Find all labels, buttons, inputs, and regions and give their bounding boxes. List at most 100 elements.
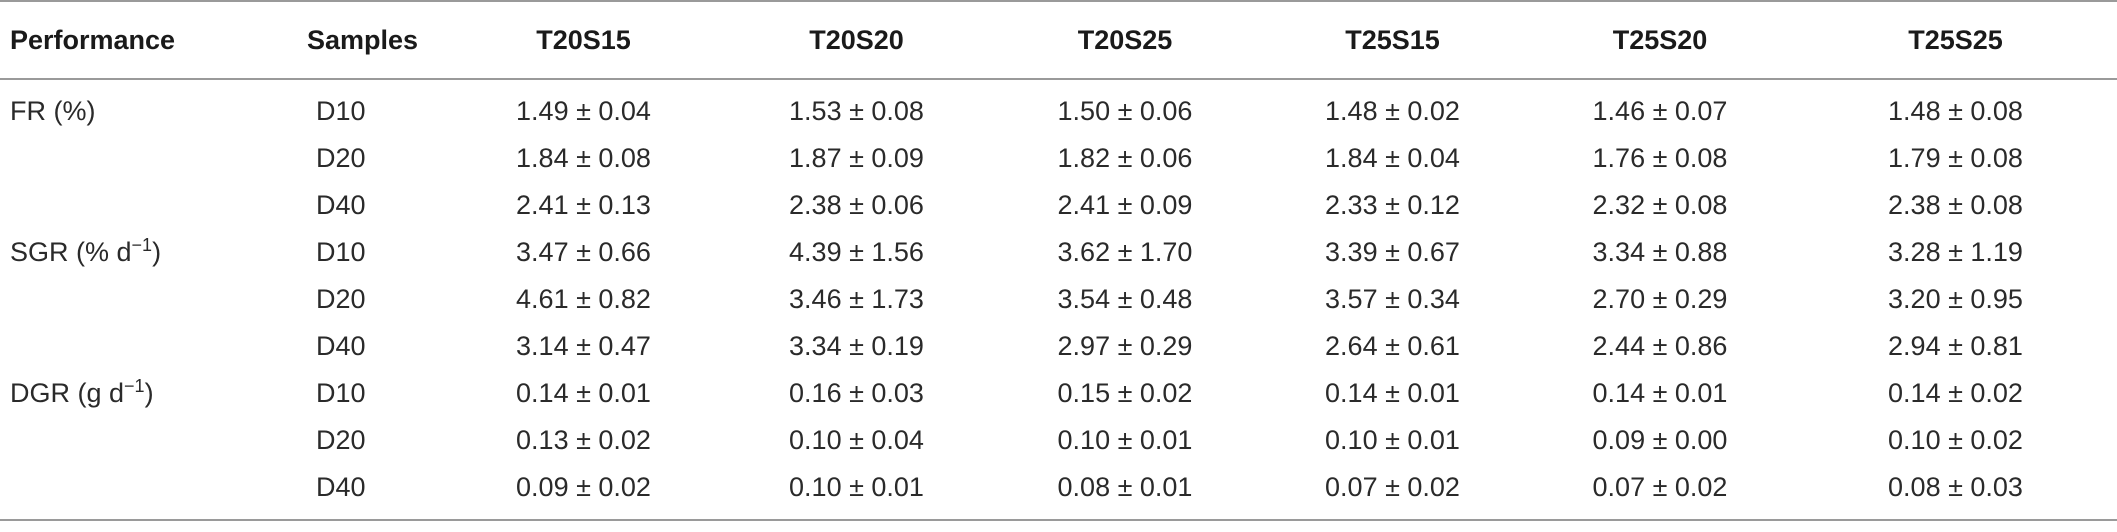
header-t25s15: T25S15: [1345, 24, 1440, 55]
value-cell: 3.39 ± 0.67: [1325, 237, 1460, 267]
value-cell: 3.34 ± 0.88: [1592, 237, 1728, 267]
value-cell: 3.57 ± 0.34: [1325, 284, 1460, 314]
table-row: FR (%) D10 1.49 ± 0.04 1.53 ± 0.08 1.50 ± 0.…: [0, 79, 2117, 135]
value-cell: 2.38 ± 0.08: [1888, 190, 2023, 220]
value-cell: 1.84 ± 0.08: [516, 143, 651, 173]
sample-cell: D40: [316, 190, 366, 220]
header-t20s15: T20S15: [536, 24, 631, 55]
performance-table: Performance Samples T20S15 T20S20 T20S25…: [0, 1, 2117, 520]
value-cell: 1.87 ± 0.09: [789, 143, 924, 173]
value-cell: 0.09 ± 0.00: [1592, 425, 1728, 455]
value-cell: 2.33 ± 0.12: [1325, 190, 1460, 220]
performance-cell: [0, 135, 280, 182]
header-performance: Performance: [10, 24, 176, 55]
value-cell: 3.46 ± 1.73: [789, 284, 924, 314]
value-cell: 1.49 ± 0.04: [516, 96, 651, 126]
sample-cell: D10: [316, 96, 366, 126]
table-row: SGR (% d−1) D10 3.47 ± 0.66 4.39 ± 1.56 3.62…: [0, 229, 2117, 276]
sample-cell: D10: [316, 237, 366, 267]
sample-cell: D40: [316, 472, 366, 502]
performance-cell: [0, 417, 280, 464]
performance-cell: [0, 182, 280, 229]
performance-cell: SGR (% d−1): [0, 229, 280, 276]
value-cell: 2.32 ± 0.08: [1592, 190, 1728, 220]
table-row: D20 1.84 ± 0.08 1.87 ± 0.09 1.82 ± 0.06 1.84…: [0, 135, 2117, 182]
table-row: D20 4.61 ± 0.82 3.46 ± 1.73 3.54 ± 0.48 3.57…: [0, 276, 2117, 323]
value-cell: 2.44 ± 0.86: [1592, 331, 1728, 361]
value-cell: 3.34 ± 0.19: [789, 331, 924, 361]
performance-cell: DGR (g d−1): [0, 370, 280, 417]
sample-cell: D10: [316, 378, 366, 408]
value-cell: 2.94 ± 0.81: [1888, 331, 2023, 361]
value-cell: 3.28 ± 1.19: [1888, 237, 2023, 267]
value-cell: 0.16 ± 0.03: [789, 378, 924, 408]
value-cell: 1.82 ± 0.06: [1057, 143, 1193, 173]
table-row: D40 2.41 ± 0.13 2.38 ± 0.06 2.41 ± 0.09 2.33…: [0, 182, 2117, 229]
value-cell: 2.38 ± 0.06: [789, 190, 924, 220]
performance-label: DGR (g d: [10, 378, 125, 408]
header-samples: Samples: [306, 24, 419, 55]
sample-cell: D20: [316, 284, 366, 314]
value-cell: 2.70 ± 0.29: [1592, 284, 1728, 314]
value-cell: 0.08 ± 0.01: [1057, 472, 1193, 502]
value-cell: 0.10 ± 0.01: [789, 472, 924, 502]
value-cell: 1.50 ± 0.06: [1057, 96, 1193, 126]
value-cell: 3.62 ± 1.70: [1057, 237, 1193, 267]
performance-label-suffix: ): [144, 378, 154, 408]
value-cell: 2.97 ± 0.29: [1057, 331, 1193, 361]
value-cell: 0.14 ± 0.01: [1325, 378, 1460, 408]
value-cell: 1.76 ± 0.08: [1592, 143, 1728, 173]
performance-label-suffix: ): [152, 237, 162, 267]
value-cell: 0.13 ± 0.02: [516, 425, 651, 455]
value-cell: 1.84 ± 0.04: [1325, 143, 1460, 173]
value-cell: 0.09 ± 0.02: [516, 472, 651, 502]
table-body: FR (%) D10 1.49 ± 0.04 1.53 ± 0.08 1.50 ± 0.…: [0, 79, 2117, 520]
value-cell: 1.46 ± 0.07: [1592, 96, 1728, 126]
header-t25s20: T25S20: [1612, 24, 1708, 55]
performance-cell: FR (%): [0, 79, 280, 135]
value-cell: 1.79 ± 0.08: [1888, 143, 2023, 173]
value-cell: 2.41 ± 0.13: [516, 190, 651, 220]
performance-unit-exponent: −1: [131, 235, 153, 255]
value-cell: 0.10 ± 0.01: [1325, 425, 1460, 455]
performance-cell: [0, 464, 280, 520]
sample-cell: D20: [316, 425, 366, 455]
value-cell: 0.07 ± 0.02: [1325, 472, 1460, 502]
value-cell: 0.14 ± 0.01: [516, 378, 651, 408]
value-cell: 4.61 ± 0.82: [516, 284, 651, 314]
value-cell: 1.53 ± 0.08: [789, 96, 924, 126]
value-cell: 2.41 ± 0.09: [1057, 190, 1193, 220]
table-row: D20 0.13 ± 0.02 0.10 ± 0.04 0.10 ± 0.01 0.10…: [0, 417, 2117, 464]
value-cell: 1.48 ± 0.08: [1888, 96, 2023, 126]
table-row: D40 3.14 ± 0.47 3.34 ± 0.19 2.97 ± 0.29 2.64…: [0, 323, 2117, 370]
value-cell: 0.10 ± 0.02: [1888, 425, 2023, 455]
performance-label: FR (%): [10, 96, 96, 126]
header-row: Performance Samples T20S15 T20S20 T20S25…: [0, 1, 2117, 79]
value-cell: 3.47 ± 0.66: [516, 237, 651, 267]
value-cell: 3.14 ± 0.47: [516, 331, 651, 361]
sample-cell: D20: [316, 143, 366, 173]
table-row: DGR (g d−1) D10 0.14 ± 0.01 0.16 ± 0.03 0.15…: [0, 370, 2117, 417]
performance-table-container: Performance Samples T20S15 T20S20 T20S25…: [0, 1, 2117, 520]
value-cell: 0.08 ± 0.03: [1888, 472, 2023, 502]
header-t25s25: T25S25: [1908, 24, 2003, 55]
value-cell: 0.15 ± 0.02: [1057, 378, 1193, 408]
value-cell: 0.10 ± 0.01: [1057, 425, 1193, 455]
performance-cell: [0, 276, 280, 323]
sample-cell: D40: [316, 331, 366, 361]
value-cell: 3.20 ± 0.95: [1888, 284, 2023, 314]
value-cell: 4.39 ± 1.56: [789, 237, 924, 267]
value-cell: 0.14 ± 0.02: [1888, 378, 2023, 408]
header-t20s20: T20S20: [809, 24, 904, 55]
performance-unit-exponent: −1: [124, 376, 145, 396]
value-cell: 1.48 ± 0.02: [1325, 96, 1460, 126]
value-cell: 0.07 ± 0.02: [1592, 472, 1728, 502]
value-cell: 0.10 ± 0.04: [789, 425, 924, 455]
performance-cell: [0, 323, 280, 370]
performance-label: SGR (% d: [10, 237, 132, 267]
table-row: D40 0.09 ± 0.02 0.10 ± 0.01 0.08 ± 0.01 0.07…: [0, 464, 2117, 520]
value-cell: 3.54 ± 0.48: [1057, 284, 1193, 314]
value-cell: 2.64 ± 0.61: [1325, 331, 1460, 361]
value-cell: 0.14 ± 0.01: [1592, 378, 1728, 408]
header-t20s25: T20S25: [1077, 24, 1173, 55]
